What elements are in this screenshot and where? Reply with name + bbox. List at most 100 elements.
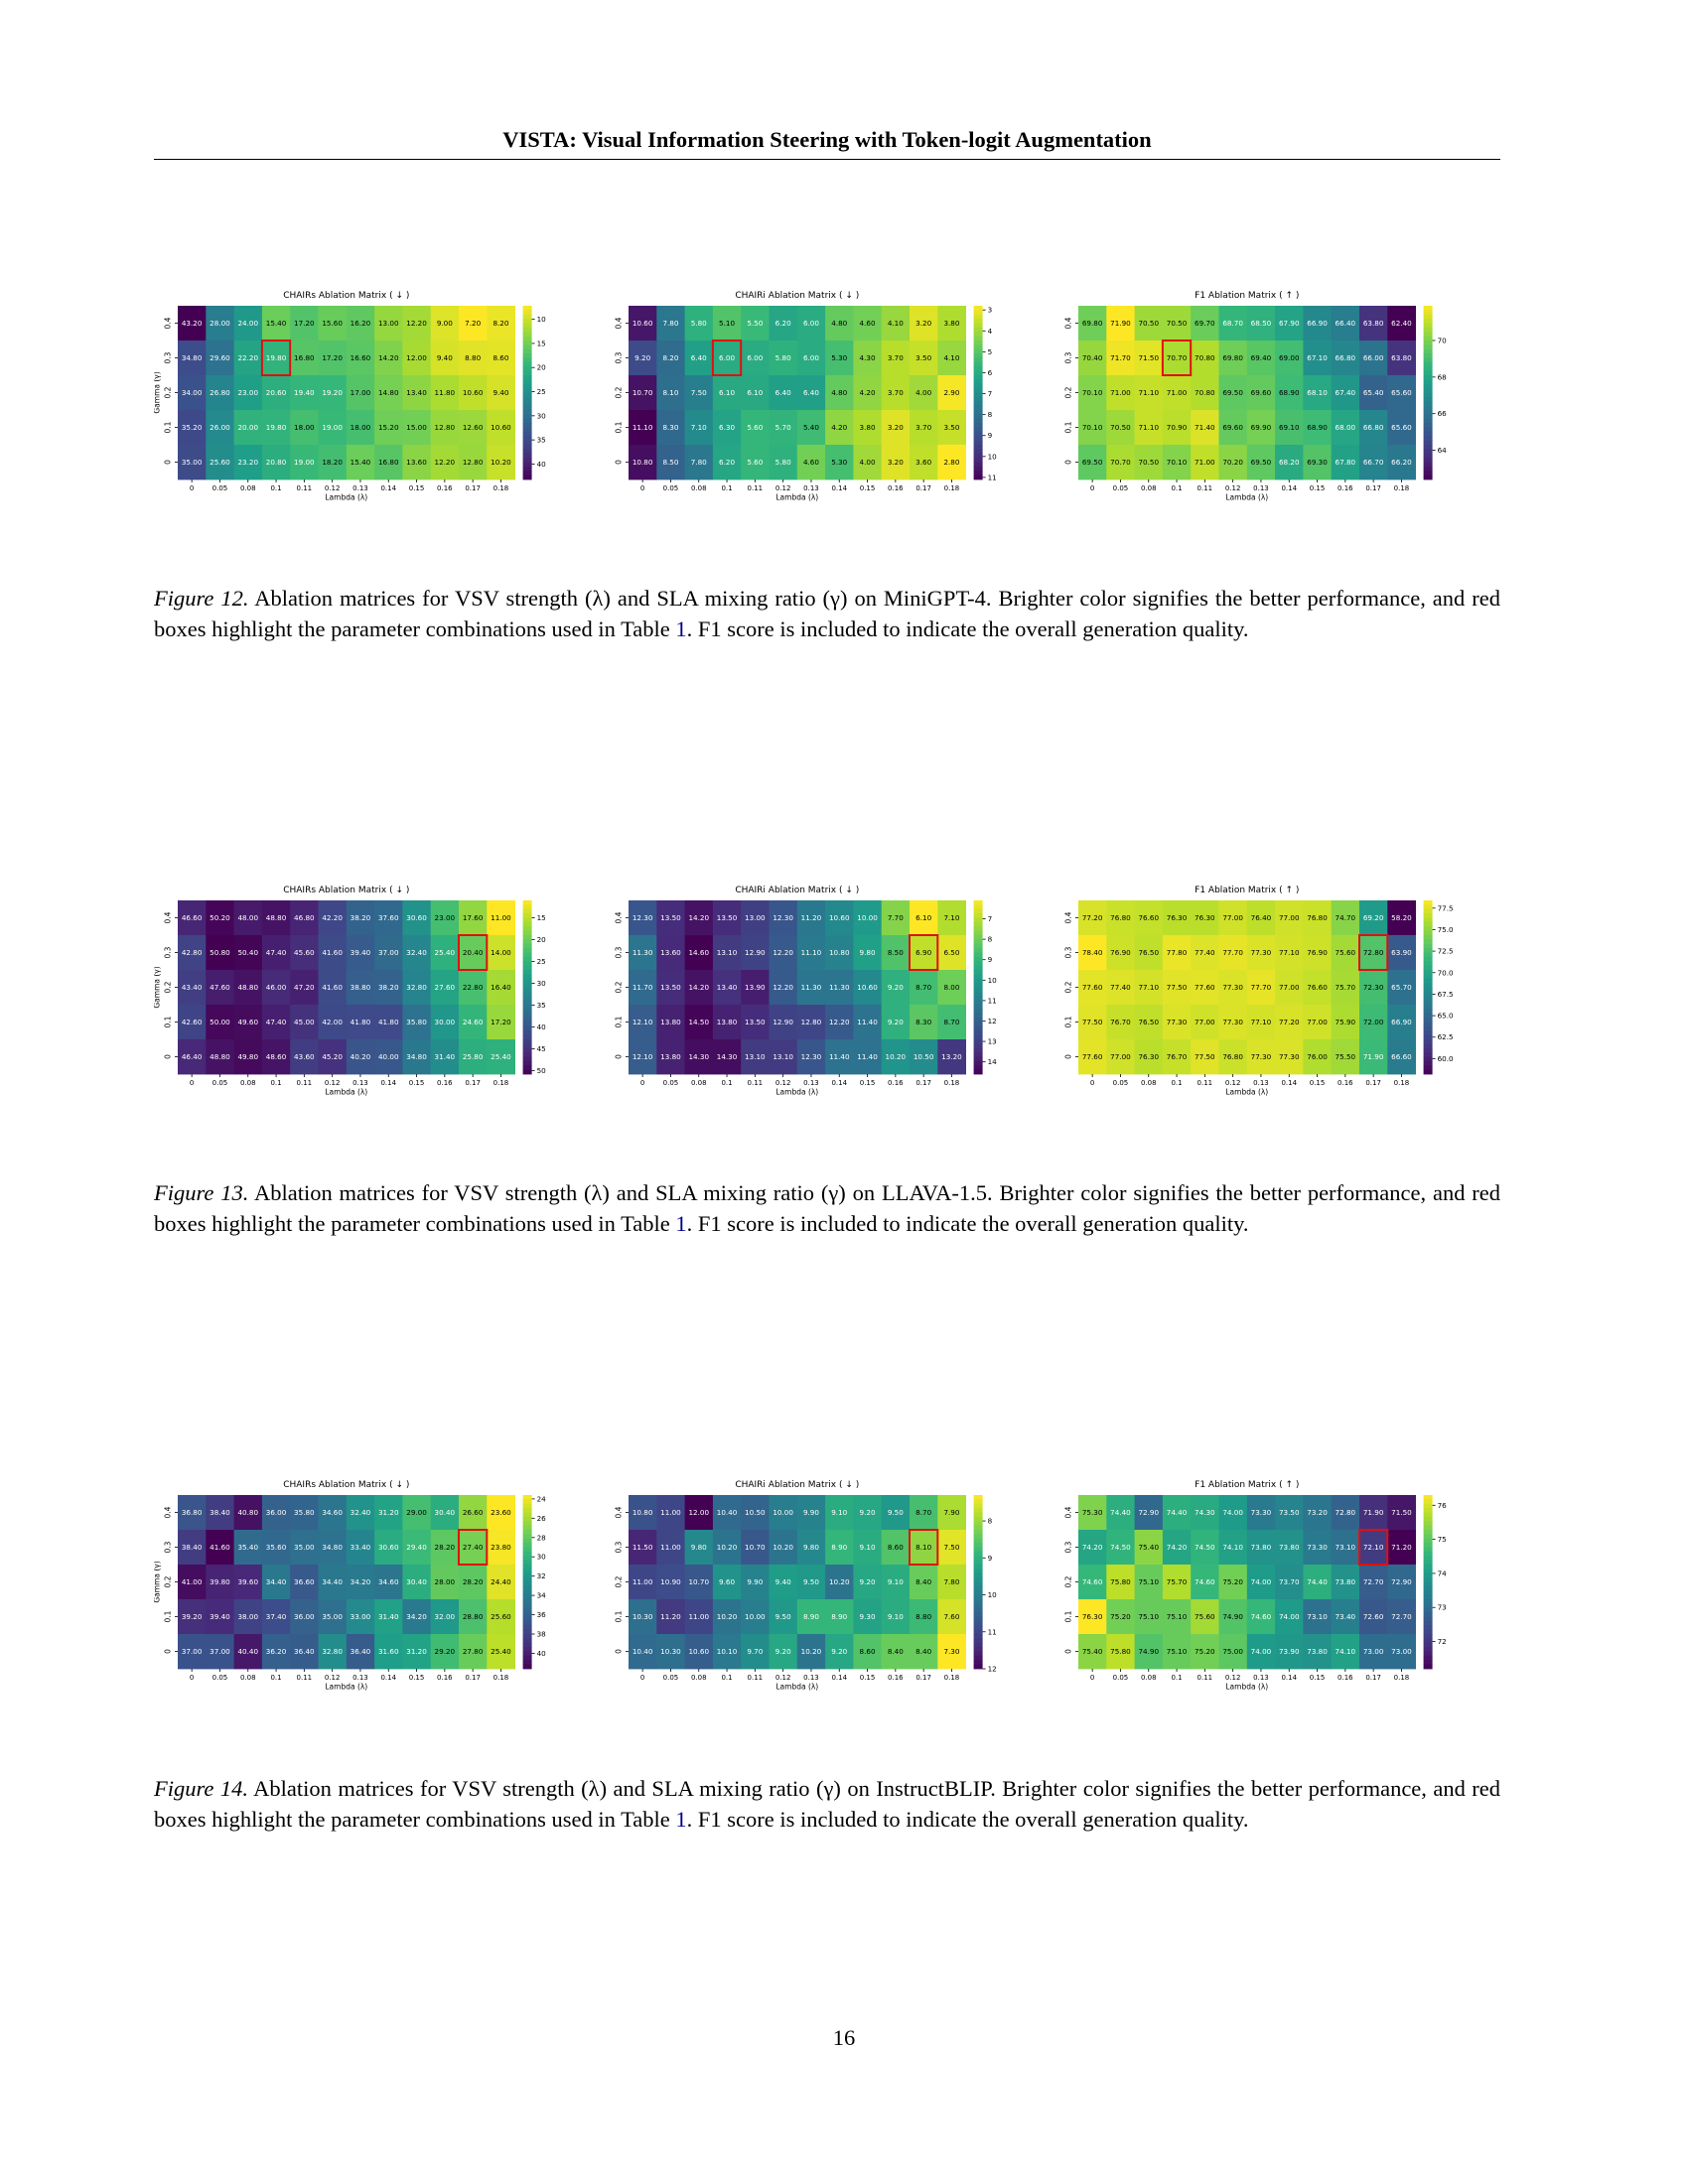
colorbar-segment — [522, 1565, 532, 1570]
heatmap-cell — [741, 1565, 770, 1600]
heatmap-cell — [318, 1495, 348, 1531]
y-tick-label: 0.3 — [1064, 351, 1073, 363]
heatmap-cell-value: 10.20 — [717, 1543, 738, 1552]
heatmap-cell — [712, 306, 742, 341]
heatmap-cell-value: 8.90 — [803, 1612, 819, 1621]
colorbar-segment — [522, 1022, 532, 1027]
colorbar-segment — [1423, 458, 1433, 463]
heatmap-cell-value: 69.00 — [1279, 353, 1300, 362]
heatmap-cell — [459, 1565, 488, 1600]
heatmap-cell — [487, 341, 515, 376]
heatmap-cell-value: 70.70 — [1110, 458, 1131, 467]
heatmap-cell — [178, 1634, 207, 1670]
colorbar-segment — [1423, 1503, 1433, 1509]
colorbar-segment — [973, 1499, 983, 1505]
page-number: 16 — [832, 2025, 856, 2050]
heatmap-cell — [881, 1005, 911, 1040]
heatmap-cell — [459, 341, 488, 376]
heatmap-cell-value: 76.30 — [1082, 1612, 1103, 1621]
colorbar-segment — [973, 471, 983, 477]
colorbar-segment — [1423, 1000, 1433, 1006]
figure-14-table-ref[interactable]: 1 — [675, 1807, 687, 1832]
heatmap-cell-value: 8.60 — [888, 1543, 904, 1552]
heatmap-cell-value: 77.00 — [1307, 1018, 1328, 1026]
heatmap-cell-value: 76.60 — [1307, 983, 1328, 992]
x-tick-label: 0.13 — [1253, 1674, 1269, 1682]
heatmap-cell — [1218, 900, 1248, 936]
heatmap-cell-value: 2.80 — [943, 458, 959, 467]
heatmap-cell-value: 70.10 — [1082, 388, 1103, 397]
heatmap-cell-value: 9.40 — [775, 1577, 791, 1586]
colorbar-segment — [1423, 1060, 1433, 1066]
x-tick-label: 0.16 — [437, 484, 453, 492]
heatmap-title: CHAIRi Ablation Matrix ( ↓ ) — [735, 291, 859, 301]
heatmap-cell-value: 16.60 — [351, 353, 371, 362]
heatmap-cell-value: 11.30 — [829, 983, 850, 992]
x-tick-label: 0.14 — [1281, 484, 1297, 492]
heatmap-cell — [318, 935, 348, 971]
heatmap-cell-value: 45.60 — [294, 948, 315, 957]
heatmap-cell — [1359, 445, 1388, 480]
colorbar-segment — [522, 991, 532, 997]
heatmap-cell-value: 77.70 — [1222, 948, 1243, 957]
heatmap-cell-value: 72.10 — [1363, 1543, 1384, 1552]
figure-14-caption-text-end: . F1 score is included to indicate the o… — [686, 1807, 1249, 1832]
heatmap-cell-value: 13.60 — [660, 948, 681, 957]
heatmap-cell — [1134, 1495, 1164, 1531]
heatmap-cell-value: 13.50 — [717, 913, 738, 922]
heatmap-cell — [346, 1634, 375, 1670]
heatmap-cell — [853, 935, 883, 971]
figure-13-table-ref[interactable]: 1 — [675, 1211, 687, 1236]
heatmap-cell — [1134, 1005, 1164, 1040]
x-axis-label: Lambda (λ) — [1225, 1683, 1268, 1692]
heatmap-cell — [1106, 375, 1135, 411]
heatmap-cell — [937, 306, 966, 341]
y-axis-label: Gamma (γ) — [154, 371, 162, 413]
heatmap-cell — [206, 1565, 234, 1600]
heatmap-cell — [487, 935, 515, 971]
heatmap-cell-value: 72.30 — [1363, 983, 1384, 992]
heatmap-cell — [741, 306, 770, 341]
heatmap-cell — [712, 1495, 742, 1531]
colorbar-segment — [522, 970, 532, 975]
heatmap-cell-value: 20.60 — [266, 388, 287, 397]
x-tick-label: 0.08 — [691, 484, 707, 492]
heatmap-cell — [1275, 935, 1304, 971]
colorbar-segment — [973, 1538, 983, 1544]
x-tick-label: 0.15 — [1310, 484, 1326, 492]
colorbar-segment — [973, 310, 983, 316]
heatmap-cell — [937, 970, 966, 1006]
heatmap-cell — [1078, 900, 1107, 936]
x-tick-label: 0.17 — [1365, 1079, 1381, 1087]
colorbar-segment — [522, 1585, 532, 1591]
colorbar-segment — [1423, 1538, 1433, 1544]
heatmap-cell-value: 77.00 — [1279, 983, 1300, 992]
heatmap-cell-value: 3.70 — [915, 423, 931, 432]
figure-12-heatmaps: CHAIRs Ablation Matrix ( ↓ )43.20 28.00 24… — [153, 291, 1448, 502]
x-tick-label: 0.15 — [409, 1674, 425, 1682]
heatmap-cell — [206, 1530, 234, 1566]
heatmap-cell-value: 74.10 — [1336, 1647, 1356, 1656]
colorbar-segment — [1423, 943, 1433, 949]
heatmap-cell — [1191, 375, 1219, 411]
heatmap-cell — [233, 375, 263, 411]
heatmap-cell-value: 41.00 — [182, 1577, 203, 1586]
colorbar-segment — [973, 357, 983, 363]
colorbar-segment — [973, 449, 983, 455]
figure-12-table-ref[interactable]: 1 — [675, 616, 687, 641]
heatmap-cell — [178, 306, 207, 341]
heatmap-cell-value: 76.30 — [1138, 1052, 1159, 1061]
heatmap-cell — [1078, 970, 1107, 1006]
x-tick-label: 0.1 — [721, 1674, 732, 1682]
heatmap-cell-value: 7.50 — [691, 388, 707, 397]
heatmap-cell — [261, 375, 291, 411]
heatmap-cell-value: 71.90 — [1363, 1508, 1384, 1517]
x-tick-label: 0.13 — [352, 1674, 368, 1682]
heatmap-cell-value: 75.50 — [1336, 1052, 1356, 1061]
heatmap-cell — [741, 445, 770, 480]
heatmap-cell-value: 74.60 — [1195, 1577, 1215, 1586]
heatmap-cell-value: 17.00 — [351, 388, 371, 397]
colorbar-segment — [973, 1607, 983, 1613]
colorbar-segment — [522, 370, 532, 376]
heatmap-cell — [1218, 375, 1248, 411]
